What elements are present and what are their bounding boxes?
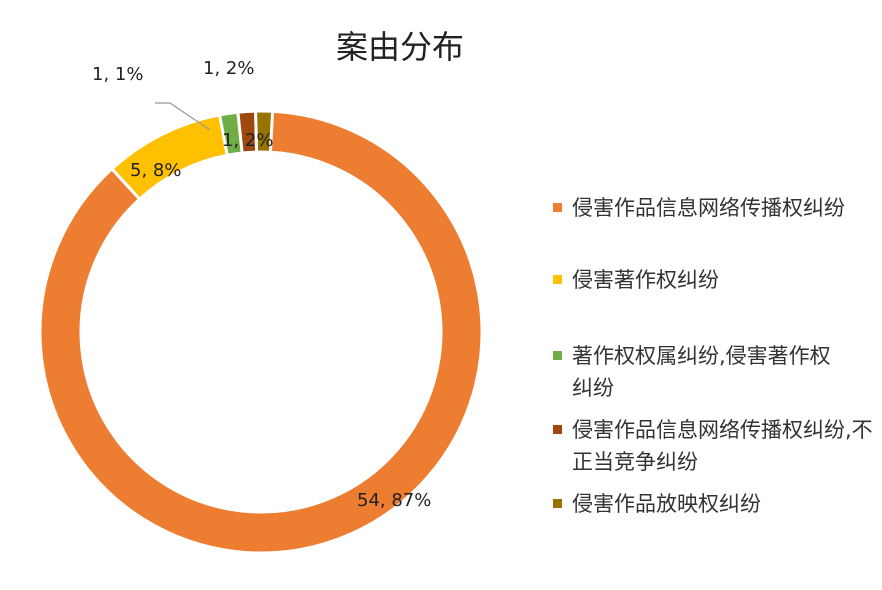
legend-item-1: 侵害作品信息网络传播权纠纷 bbox=[553, 192, 873, 224]
legend-label-2: 侵害著作权纠纷 bbox=[572, 268, 719, 292]
legend-label-5: 侵害作品放映权纠纷 bbox=[572, 492, 761, 516]
data-label-1: 54, 87% bbox=[357, 490, 431, 511]
chart-title: 案由分布 bbox=[335, 28, 464, 66]
legend-item-4: 侵害作品信息网络传播权纠纷,不正当竞争纠纷 bbox=[553, 414, 873, 478]
legend-item-3: 著作权权属纠纷,侵害著作权纠纷 bbox=[553, 340, 843, 404]
donut-slice-2 bbox=[109, 113, 230, 202]
legend-swatch-3 bbox=[553, 351, 562, 360]
data-label-5: 1, 2% bbox=[222, 130, 273, 151]
data-label-3: 1, 1% bbox=[92, 64, 143, 85]
legend-label-4: 侵害作品信息网络传播权纠纷,不正当竞争纠纷 bbox=[572, 418, 873, 474]
legend-item-5: 侵害作品放映权纠纷 bbox=[553, 488, 873, 520]
legend-swatch-4 bbox=[553, 425, 562, 434]
data-label-2: 5, 8% bbox=[130, 160, 181, 181]
legend-label-3: 著作权权属纠纷,侵害著作权纠纷 bbox=[572, 344, 831, 400]
leader-line bbox=[155, 102, 211, 131]
donut-slice-5 bbox=[254, 109, 275, 154]
legend-swatch-1 bbox=[553, 203, 562, 212]
donut-slice-1 bbox=[38, 109, 484, 555]
legend-swatch-5 bbox=[553, 499, 562, 508]
data-label-4: 1, 2% bbox=[203, 58, 254, 79]
legend-label-1: 侵害作品信息网络传播权纠纷 bbox=[572, 196, 845, 220]
legend-swatch-2 bbox=[553, 275, 562, 284]
legend-item-2: 侵害著作权纠纷 bbox=[553, 264, 873, 296]
